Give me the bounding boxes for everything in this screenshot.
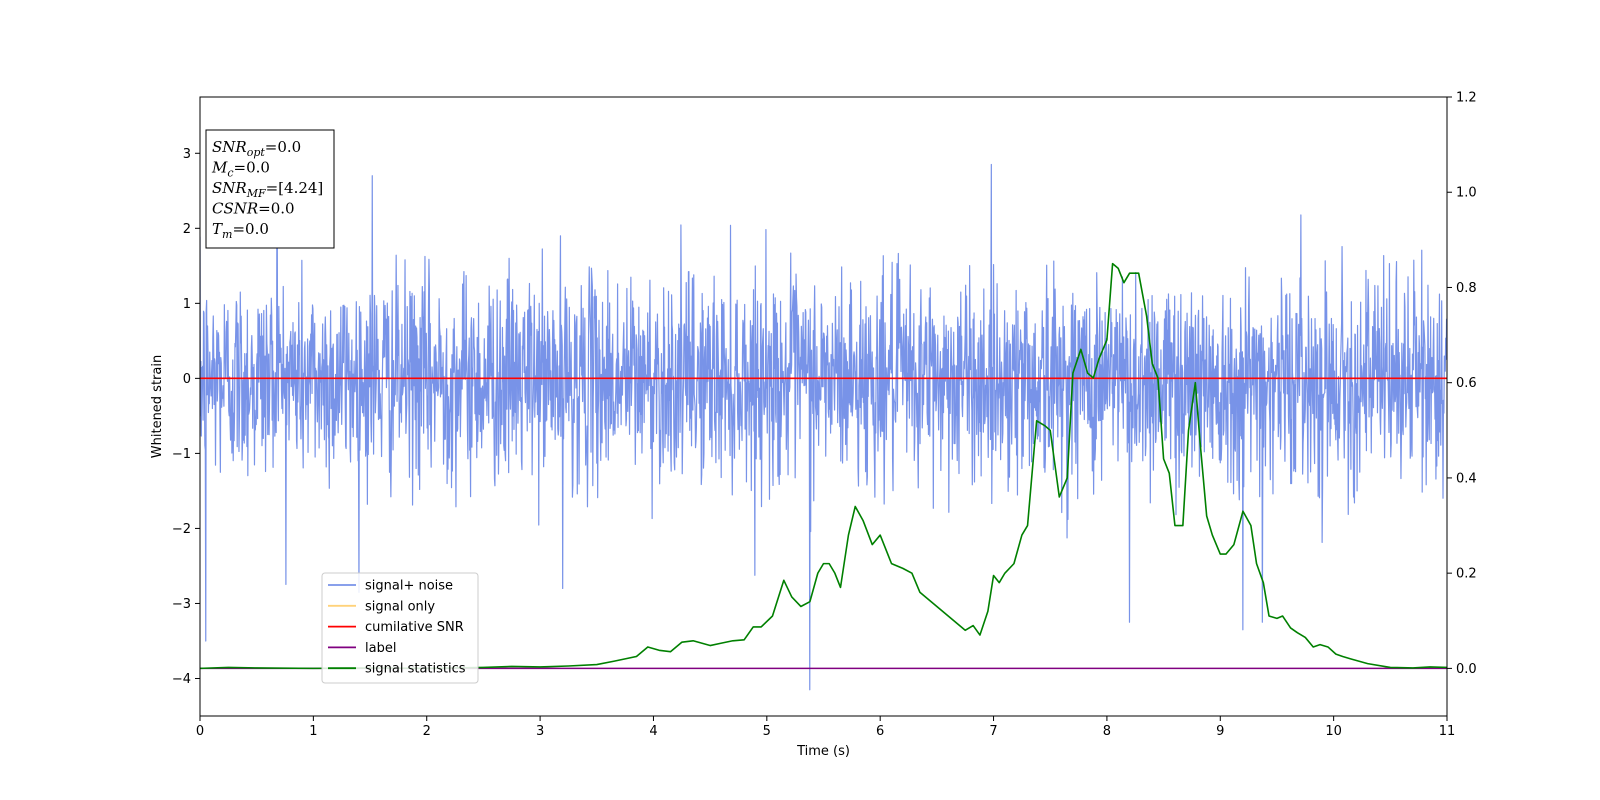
x-tick-label: 4 <box>649 724 657 739</box>
y-axis-label: Whitened strain <box>150 355 165 458</box>
x-tick-label: 0 <box>196 724 204 739</box>
x-tick-label: 6 <box>876 724 884 739</box>
y-tick-label: −2 <box>172 522 191 537</box>
x-tick-label: 1 <box>309 724 317 739</box>
x-tick-label: 8 <box>1103 724 1111 739</box>
y2-tick-label: 1.0 <box>1456 186 1477 201</box>
annotation-frame <box>205 129 335 249</box>
series-line-0 <box>200 130 1447 691</box>
legend-entry-label: label <box>365 641 396 656</box>
y-tick-label: 0 <box>183 372 191 387</box>
y2-tick-label: 1.2 <box>1456 91 1477 106</box>
y-tick-label: −1 <box>172 447 191 462</box>
annotation-line: Tm=0.0 <box>212 220 269 241</box>
y2-tick-label: 0.6 <box>1456 376 1477 391</box>
series-line-4 <box>200 262 1447 670</box>
legend-entry-label: signal statistics <box>365 662 466 677</box>
y2-tick-label: 0.0 <box>1456 662 1477 677</box>
plot-frame <box>199 96 1448 717</box>
y2-tick-label: 0.8 <box>1456 281 1477 296</box>
y2-tick-label: 0.4 <box>1456 471 1477 486</box>
x-tick-label: 10 <box>1325 724 1342 739</box>
y-tick-label: 2 <box>183 222 191 237</box>
legend-entry-label: cumilative SNR <box>365 620 464 635</box>
x-tick-label: 5 <box>763 724 771 739</box>
annotation-line: Mc=0.0 <box>211 159 270 180</box>
y-tick-label: 1 <box>183 297 191 312</box>
legend-frame <box>321 572 479 684</box>
x-tick-label: 9 <box>1216 724 1224 739</box>
x-tick-label: 3 <box>536 724 544 739</box>
annotation-line: CSNR=0.0 <box>212 200 295 218</box>
y-tick-label: 3 <box>183 147 191 162</box>
legend-entry-label: signal+ noise <box>365 579 453 594</box>
legend: signal+ noise signal only cumilative SNR la… <box>321 572 479 684</box>
x-axis-label: Time (s) <box>796 744 850 759</box>
annotation-line: SNRMF=[4.24] <box>212 179 323 200</box>
x-tick-label: 7 <box>989 724 997 739</box>
y-tick-label: −3 <box>172 597 191 612</box>
y2-tick-label: 0.2 <box>1456 567 1477 582</box>
legend-entry-label: signal only <box>365 599 435 614</box>
x-tick-label: 11 <box>1439 724 1456 739</box>
x-tick-label: 2 <box>423 724 431 739</box>
y-tick-label: −4 <box>172 672 191 687</box>
annotation-line: SNRopt=0.0 <box>212 138 301 159</box>
